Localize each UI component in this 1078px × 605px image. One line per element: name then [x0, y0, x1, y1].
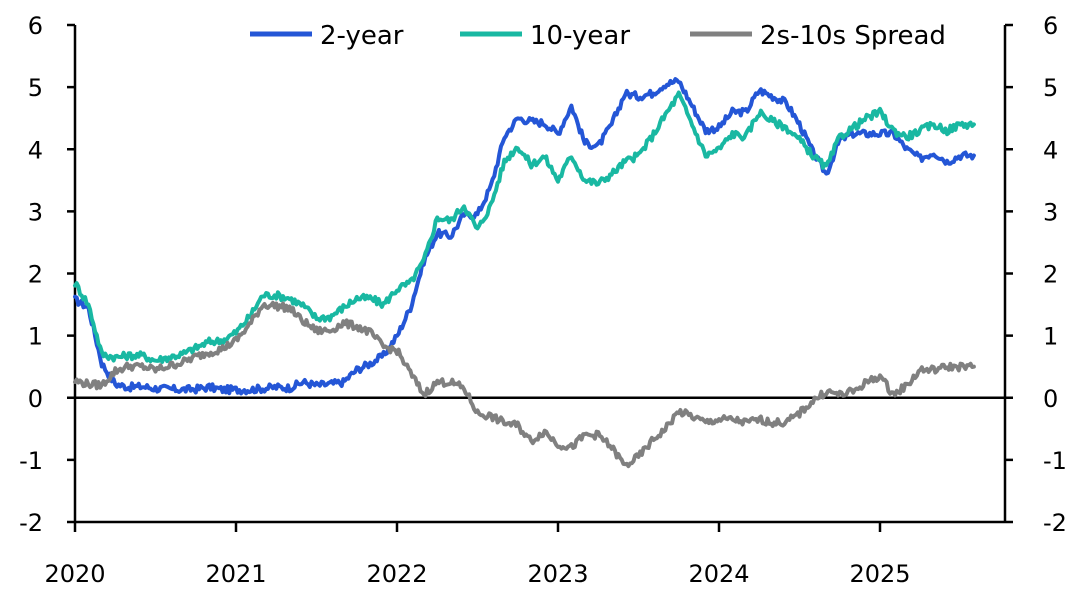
series-line-2-year: [73, 77, 976, 396]
y-tick-label-right: 3: [1043, 198, 1058, 226]
y-tick-label-left: 0: [28, 385, 43, 413]
y-tick-label-left: 5: [28, 74, 43, 102]
x-tick-label: 2021: [205, 560, 266, 588]
y-tick-label-right: 5: [1043, 74, 1058, 102]
series-lines: [73, 77, 976, 469]
y-tick-label-right: 4: [1043, 136, 1058, 164]
series-line-10-year: [73, 90, 976, 364]
y-tick-label-left: -1: [19, 447, 43, 475]
legend-label: 10-year: [530, 21, 630, 51]
y-tick-label-right: -2: [1043, 509, 1067, 537]
y-tick-label-left: 3: [28, 198, 43, 226]
y-tick-label-left: -2: [19, 509, 43, 537]
y-tick-label-right: -1: [1043, 447, 1067, 475]
y-tick-label-left: 2: [28, 261, 43, 289]
x-tick-label: 2020: [44, 560, 105, 588]
y-tick-label-left: 6: [28, 12, 43, 40]
x-tick-label: 2022: [366, 560, 427, 588]
x-tick-label: 2025: [849, 560, 910, 588]
y-tick-label-right: 2: [1043, 261, 1058, 289]
y-tick-label-right: 0: [1043, 385, 1058, 413]
y-tick-label-left: 4: [28, 136, 43, 164]
series-line-2s-10s-spread: [73, 300, 976, 469]
y-tick-label-right: 6: [1043, 12, 1058, 40]
x-tick-label: 2023: [527, 560, 588, 588]
legend-label: 2s-10s Spread: [760, 21, 946, 51]
y-tick-label-right: 1: [1043, 323, 1058, 351]
y-tick-label-left: 1: [28, 323, 43, 351]
legend-label: 2-year: [320, 21, 404, 51]
legend: 2-year 10-year 2s-10s Spread: [250, 21, 946, 51]
x-tick-label: 2024: [688, 560, 749, 588]
